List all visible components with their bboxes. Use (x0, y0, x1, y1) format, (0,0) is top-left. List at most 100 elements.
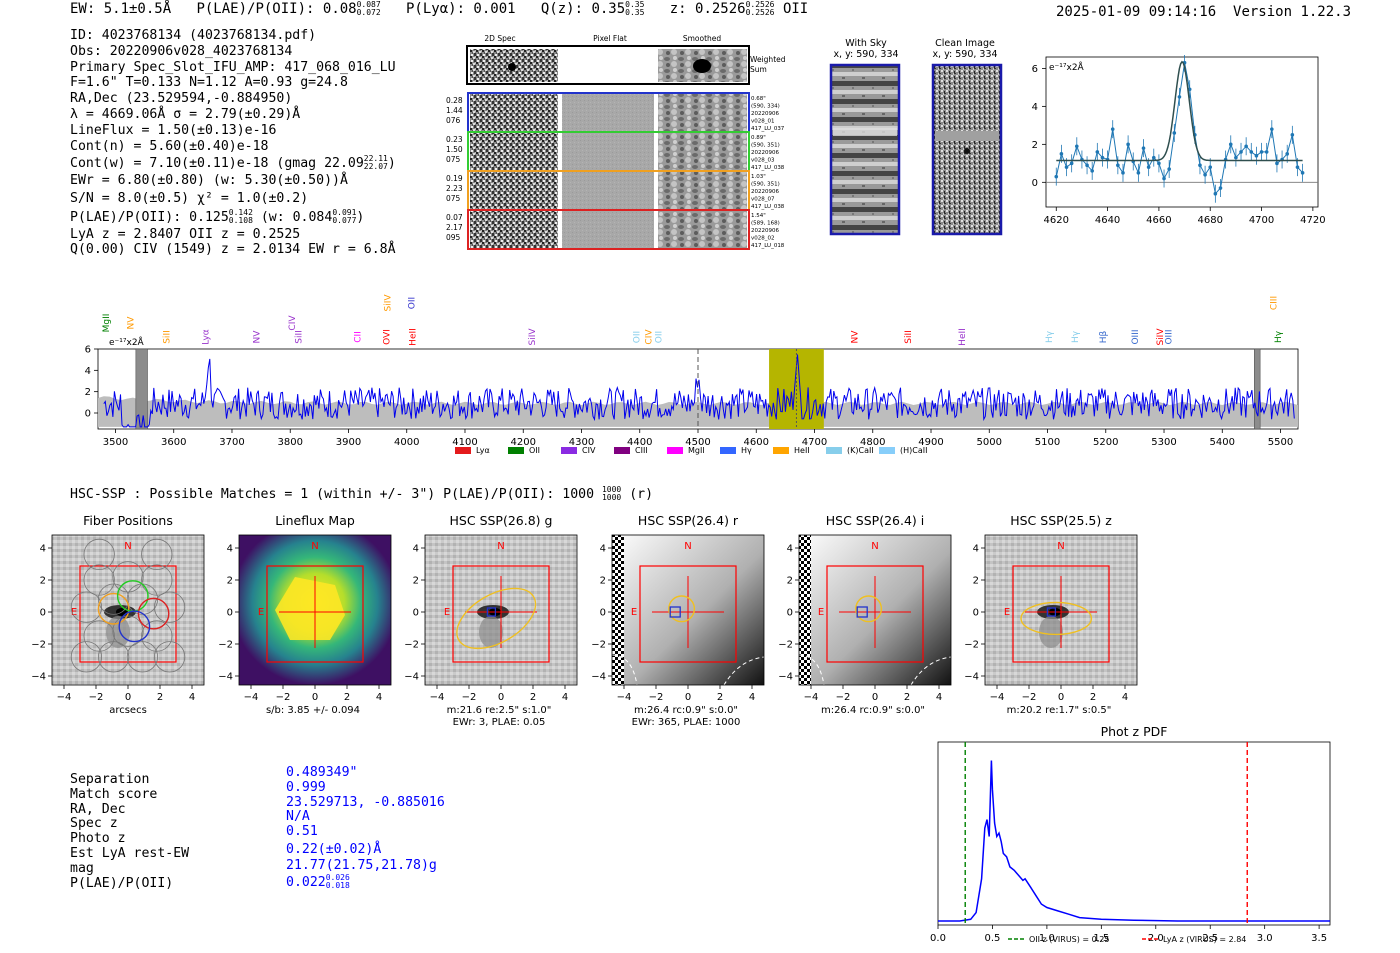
hsc-east-label: E (444, 607, 450, 618)
hsc-x-tick: 4 (562, 692, 568, 703)
weighted-label-2: Sum (750, 65, 767, 74)
hsc-panel-title: Lineflux Map (275, 513, 355, 528)
zoom-y-tick: 2 (1032, 140, 1038, 151)
full-line-label: Hγ (1274, 330, 1284, 343)
hsc-y-tick: 0 (413, 608, 419, 619)
cutout-right-label: 0.89" (751, 135, 766, 141)
full-x-tick: 5400 (1210, 437, 1235, 448)
full-legend-swatch (508, 447, 524, 454)
match-value-plae: 0.022 0.026 0.018 (286, 872, 350, 890)
hsc-y-tick: −2 (218, 640, 233, 651)
full-legend-label: OII (529, 446, 540, 455)
photz-x-tick: 2.5 (1202, 933, 1218, 944)
hsc-north-label: N (311, 541, 318, 552)
hsc-source-circle (668, 595, 696, 623)
photz-pdf-chart: Phot z PDF 0.0 0.5 1.0 1.5 2.0 2.5 3.0 3.5 OII … (930, 724, 1331, 944)
hsc-y-tick: 2 (40, 576, 46, 587)
match-label-score: Match score (70, 786, 158, 802)
zoom-data-point (1295, 165, 1300, 169)
match-value-radec: 23.529713, -0.885016 (286, 794, 445, 810)
hsc-source-circle (855, 595, 883, 623)
hsc-x-tick: 4 (376, 692, 382, 703)
zoom-y-tick: 4 (1032, 102, 1038, 113)
cutout-left-label: 1.50 (446, 145, 463, 154)
zoom-y-tick: 0 (1032, 178, 1038, 189)
header-z-line: OII (782, 1, 809, 17)
hsc-panel-title: HSC SSP(26.4) i (826, 513, 924, 528)
zoom-data-point (1110, 127, 1115, 131)
hsc-aperture-box (1012, 565, 1110, 663)
full-legend-label: (K)CaII (847, 446, 874, 455)
full-line-label: MgII (102, 314, 112, 333)
hsc-x-tick: 0 (312, 692, 318, 703)
full-line-label: SiII (163, 330, 173, 344)
zoom-data-point (1275, 161, 1279, 166)
weighted-label-1: Weighted (750, 55, 786, 64)
cutout-right-label: v028_07 (751, 197, 775, 203)
cutout-left-label: 075 (446, 155, 461, 164)
cutout-right-label: 20220906 (751, 150, 779, 156)
hsc-east-label: E (258, 607, 264, 618)
col-smoothed: Smoothed (683, 34, 722, 43)
hsc-east-label: E (631, 607, 637, 618)
zoom-data-point (1249, 150, 1254, 154)
zoom-data-point (1167, 167, 1171, 171)
hsc-y-tick: 0 (973, 608, 979, 619)
fiber-circle (112, 615, 144, 647)
zoom-data-point (1141, 146, 1146, 150)
header-z: z: 0.2526 (669, 1, 746, 17)
full-x-tick: 4600 (744, 437, 769, 448)
zoom-data-point (1234, 155, 1238, 160)
full-legend-label: MgII (688, 446, 705, 455)
hsc-x-tick: 0 (685, 692, 691, 703)
cutout-left-label: 0.28 (446, 96, 463, 105)
zoom-data-point (1136, 171, 1141, 175)
info-id: ID: 4023768134 (4023768134.pdf) (70, 28, 317, 43)
hsc-y-tick: −4 (218, 672, 233, 683)
zoom-data-point (1203, 172, 1207, 177)
clean-image-coords: x, y: 590, 334 (932, 49, 998, 60)
hsc-panel: HSC SSP(25.5) z N E −4 −4 −2 −2 0 0 2 2 4 4 m:20.2 re… (964, 513, 1138, 716)
hsc-panel-caption: s/b: 3.85 +/- 0.094 (266, 705, 360, 716)
hsc-x-tick: −4 (617, 692, 632, 703)
full-y-tick: 2 (85, 387, 91, 398)
hsc-x-tick: 2 (1090, 692, 1096, 703)
cutout-left-label: 2.17 (446, 223, 463, 232)
hsc-panel: HSC SSP(26.4) i N E −4 −4 −2 −2 0 0 2 2 4 4 m:26.4 rc… (778, 513, 952, 716)
cutout-right-label: 417_LU_038 (751, 204, 785, 210)
hsc-y-tick: −4 (778, 672, 793, 683)
info-contw: Cont(w) = 7.10(±0.11)e-18 (gmag 22.09 22.… (70, 154, 396, 172)
full-x-tick: 3900 (336, 437, 361, 448)
zoom-data-point (1228, 142, 1233, 147)
zoom-data-point (1146, 165, 1151, 169)
hsc-x-tick: 0 (125, 692, 131, 703)
header-summary: EW: 5.1±0.5Å P(LAE)/P(OII): 0.08 0.087 0.0… (70, 0, 809, 18)
zoom-data-point (1162, 176, 1166, 181)
hsc-y-tick: 0 (600, 608, 606, 619)
hsc-y-tick: −2 (591, 640, 606, 651)
col-2d-spec: 2D Spec (484, 34, 515, 43)
full-legend-label: (H)CaII (900, 446, 927, 455)
cutout-right-label: v028_03 (751, 158, 775, 164)
zoom-data-point (1198, 163, 1202, 168)
hsc-y-tick: 4 (787, 544, 793, 555)
match-value-score: 0.999 (286, 779, 326, 795)
hsc-y-tick: −4 (404, 672, 419, 683)
cutout-left-label: 076 (446, 116, 461, 125)
zoom-data-point (1290, 133, 1295, 137)
full-line-label: Hγ (1045, 330, 1055, 343)
full-line-label: OII (407, 297, 417, 309)
zoom-data-point (1085, 163, 1089, 168)
cutout-right-label: v028_02 (751, 236, 775, 242)
hsc-x-tick: 4 (1122, 692, 1128, 703)
cutout-panel: 2D Spec Pixel Flat Smoothed Weighted Sum… (446, 34, 786, 250)
hsc-north-label: N (124, 541, 131, 552)
zoom-data-point (1239, 150, 1243, 154)
cutout-right-label: v028_01 (751, 119, 775, 125)
with-sky-image (829, 63, 901, 236)
hsc-x-tick: −2 (89, 692, 104, 703)
zoom-x-tick: 4660 (1146, 215, 1171, 226)
full-spectrum-line (103, 354, 1295, 428)
